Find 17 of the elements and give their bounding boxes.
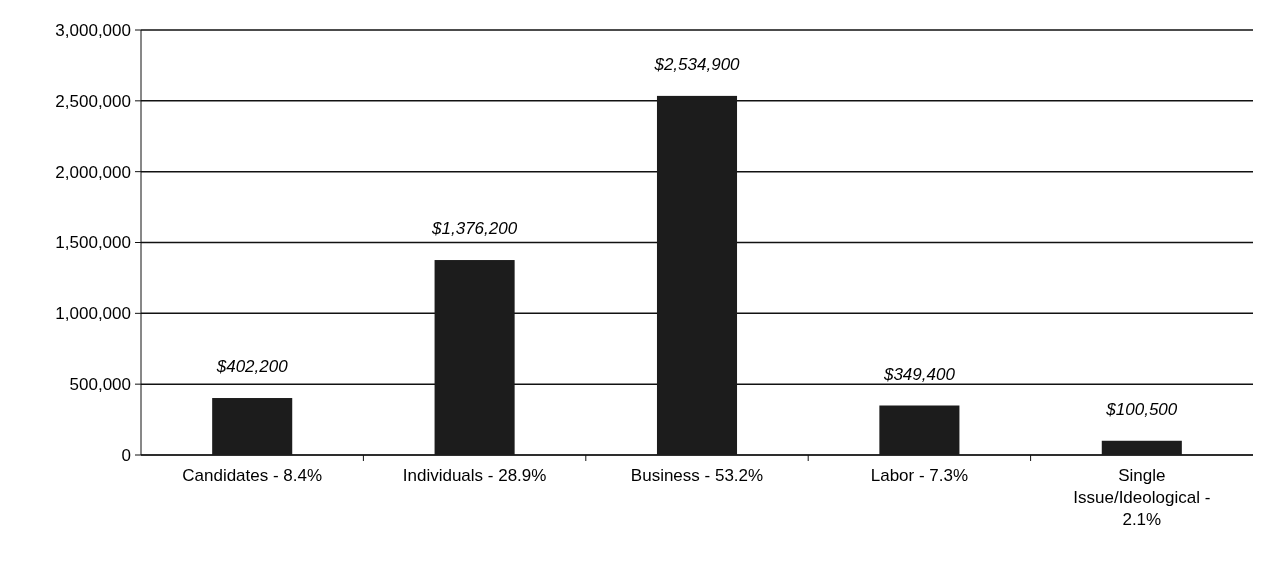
y-tick-label: 2,000,000	[55, 162, 131, 182]
x-tick-label: Individuals - 28.9%	[402, 466, 547, 485]
data-label: $100,500	[1105, 399, 1178, 419]
x-tick-label: Candidates - 8.4%	[182, 466, 323, 485]
y-tick-label: 1,000,000	[55, 304, 131, 324]
x-tick-label: Single Issue/Ideological - 2.1%	[1073, 466, 1211, 529]
data-label: $349,400	[882, 364, 956, 384]
data-label: $402,200	[215, 357, 289, 377]
data-label: $1,376,200	[431, 219, 518, 239]
x-tick-label: Business - 53.2%	[630, 466, 764, 485]
y-tick-label: 2,500,000	[55, 91, 131, 111]
y-tick-label: 500,000	[69, 375, 131, 395]
y-tick-label: 1,500,000	[55, 233, 131, 253]
data-label: $2,534,900	[653, 54, 741, 74]
y-tick-label: 3,000,000	[55, 20, 131, 40]
x-tick-label: Labor - 7.3%	[870, 466, 969, 485]
y-tick-label: 0	[121, 445, 131, 465]
